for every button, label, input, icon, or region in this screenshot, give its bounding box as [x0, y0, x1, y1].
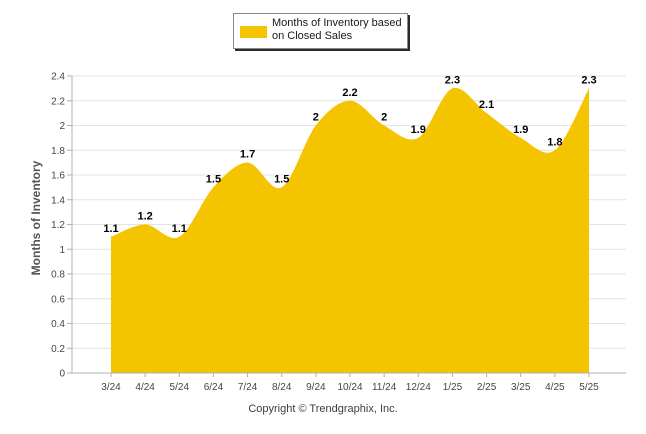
data-label: 2.2: [342, 87, 357, 99]
data-point: [486, 112, 488, 114]
y-tick-label: 1: [59, 245, 65, 256]
data-point: [212, 186, 214, 188]
data-point: [247, 162, 249, 164]
y-tick-label: 1.6: [51, 171, 65, 182]
data-label: 1.7: [240, 149, 255, 161]
x-tick-label: 6/24: [204, 382, 224, 393]
y-tick-label: 2.2: [51, 96, 65, 107]
data-point: [110, 236, 112, 238]
data-label: 1.2: [137, 211, 152, 223]
x-tick-label: 8/24: [272, 382, 292, 393]
data-label: 2.3: [445, 74, 460, 86]
data-point: [554, 149, 556, 151]
data-label: 2.3: [581, 74, 596, 86]
data-point: [281, 186, 283, 188]
y-tick-label: 2: [59, 121, 65, 132]
x-tick-label: 1/25: [443, 382, 463, 393]
y-tick-label: 1.8: [51, 146, 65, 157]
y-tick-label: 1.2: [51, 220, 65, 231]
y-tick-label: 0: [59, 369, 65, 380]
x-tick-label: 4/25: [545, 382, 565, 393]
y-tick-label: 0.4: [51, 319, 65, 330]
data-point: [315, 125, 317, 126]
y-axis-title: Months of Inventory: [29, 160, 43, 276]
x-tick-label: 4/24: [135, 382, 155, 393]
x-tick-label: 3/24: [101, 382, 121, 393]
data-point: [417, 137, 419, 139]
legend-swatch: [240, 26, 267, 38]
data-point: [144, 224, 146, 225]
y-tick-label: 2.4: [51, 72, 65, 83]
x-tick-label: 11/24: [372, 382, 397, 393]
copyright-text: Copyright © Trendgraphix, Inc.: [248, 403, 398, 415]
x-tick-label: 9/24: [306, 382, 326, 393]
data-label: 1.5: [206, 173, 221, 185]
data-label: 1.1: [172, 223, 187, 235]
x-tick-label: 2/25: [477, 382, 497, 393]
x-tick-label: 3/25: [511, 382, 531, 393]
data-point: [588, 87, 590, 89]
x-tick-label: 7/24: [238, 382, 258, 393]
x-tick-label: 12/24: [406, 382, 431, 393]
legend-label: Months of Inventory based on Closed Sale…: [272, 17, 402, 42]
y-tick-label: 1.4: [51, 195, 65, 206]
legend: Months of Inventory based on Closed Sale…: [233, 13, 408, 49]
y-tick-label: 0.8: [51, 270, 65, 281]
x-tick-label: 5/24: [170, 382, 190, 393]
data-point: [520, 137, 522, 139]
data-label: 1.8: [547, 136, 562, 148]
area-series: [111, 87, 589, 374]
data-label: 2: [313, 112, 319, 124]
data-point: [451, 87, 453, 89]
data-point: [383, 125, 385, 126]
data-label: 1.9: [513, 124, 528, 136]
x-tick-label: 10/24: [337, 382, 362, 393]
x-tick-label: 5/25: [579, 382, 599, 393]
data-label: 1.1: [103, 223, 118, 235]
data-label: 2: [381, 112, 387, 124]
data-label: 2.1: [479, 99, 494, 111]
y-tick-label: 0.2: [51, 344, 65, 355]
data-point: [349, 100, 351, 102]
data-point: [178, 236, 180, 238]
data-label: 1.9: [411, 124, 426, 136]
data-label: 1.5: [274, 173, 289, 185]
y-tick-label: 0.6: [51, 294, 65, 305]
